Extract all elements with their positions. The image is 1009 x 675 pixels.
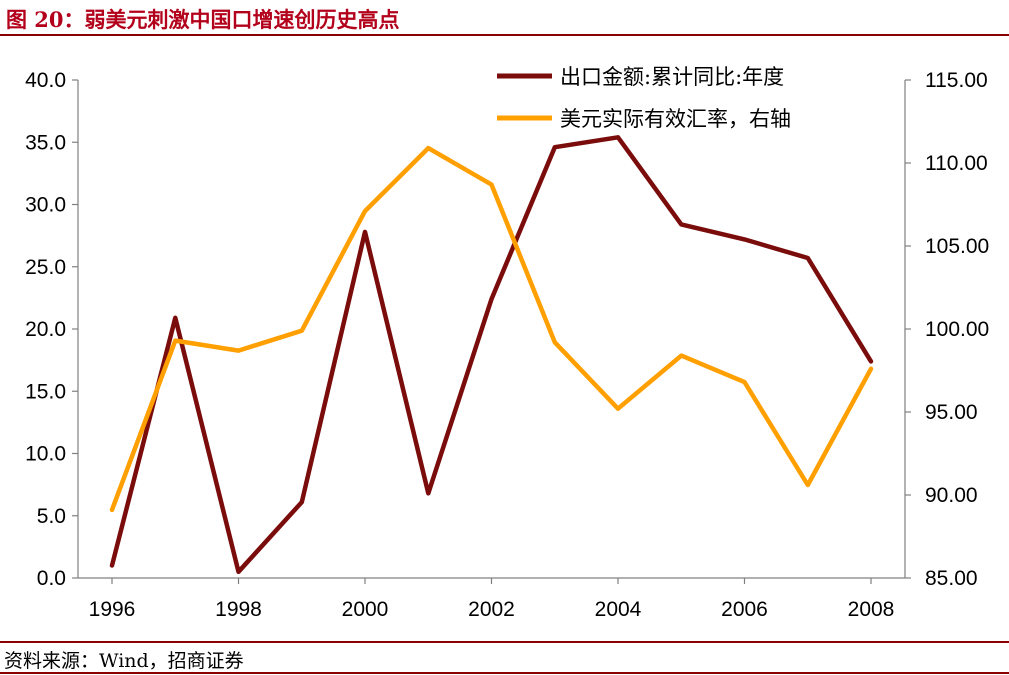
chart-title: 图 20：弱美元刺激中国口增速创历史高点	[6, 7, 400, 32]
x-tick-label: 2004	[595, 598, 642, 621]
line-chart: 0.0 5.0 10.0 15.0 20.0 25.0 30.0 35.0 40.0 85.00 9…	[25, 65, 989, 621]
legend-label: 美元实际有效汇率，右轴	[560, 107, 791, 131]
y-right-tick-label: 115.00	[925, 69, 988, 92]
y-right-tick-label: 95.00	[925, 401, 978, 424]
y-right-tick-label: 110.00	[925, 152, 988, 175]
y-left-tick-label: 5.0	[37, 505, 66, 528]
footer-rule-top	[0, 641, 1009, 643]
x-tick-label: 1996	[89, 598, 136, 621]
y-left-tick-label: 20.0	[25, 318, 66, 341]
y-right-tick-label: 85.00	[925, 567, 978, 590]
footer-rule-bottom	[0, 672, 1009, 674]
series-line-export-growth	[109, 135, 874, 575]
y-left-tick-label: 40.0	[25, 69, 66, 92]
y-right-tick-label: 105.00	[925, 235, 989, 258]
series-line-usd-index	[109, 145, 874, 513]
x-tick-label: 2006	[721, 598, 768, 621]
axes: 0.0 5.0 10.0 15.0 20.0 25.0 30.0 35.0 40.0 85.00 9…	[25, 69, 989, 621]
x-tick-label: 2002	[468, 598, 515, 621]
y-left-tick-label: 25.0	[25, 256, 66, 279]
title-rule	[0, 34, 1009, 36]
y-left-tick-label: 0.0	[37, 567, 66, 590]
y-right-tick-label: 90.00	[925, 484, 978, 507]
x-tick-label: 2008	[848, 598, 895, 621]
legend-label: 出口金额:累计同比:年度	[560, 65, 784, 89]
source-note: 资料来源：Wind，招商证券	[4, 650, 244, 672]
y-left-tick-label: 15.0	[25, 380, 66, 403]
series-layer	[109, 135, 874, 575]
x-tick-label: 1998	[215, 598, 262, 621]
y-right-tick-label: 100.00	[925, 318, 989, 341]
x-tick-label: 2000	[342, 598, 389, 621]
y-left-tick-label: 10.0	[25, 443, 66, 466]
y-left-tick-label: 35.0	[25, 131, 66, 154]
y-left-tick-label: 30.0	[25, 194, 66, 217]
